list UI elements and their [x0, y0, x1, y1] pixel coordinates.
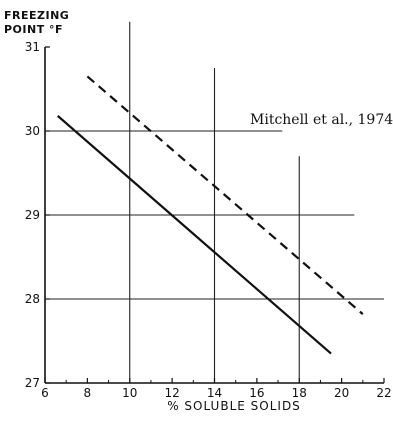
grid	[45, 21, 384, 383]
x-tick-label-22: 22	[376, 386, 391, 400]
y-axis-label-line2: POINT °F	[4, 23, 64, 36]
y-tick-label-29: 29	[25, 208, 40, 222]
citation-annotation: Mitchell et al., 1974	[250, 112, 393, 128]
series-line-solid	[56, 115, 332, 355]
y-tick-label-31: 31	[25, 40, 40, 54]
series-line-dashed	[86, 75, 364, 315]
series	[56, 75, 364, 355]
y-tick-label-27: 27	[25, 376, 40, 390]
x-tick-label-12: 12	[164, 386, 179, 400]
x-tick-label-10: 10	[122, 386, 137, 400]
y-tick-label-30: 30	[25, 124, 40, 138]
y-axis-label-line1: FREEZING	[4, 9, 70, 22]
y-tick-label-28: 28	[25, 292, 40, 306]
x-tick-label-18: 18	[292, 386, 307, 400]
x-tick-label-20: 20	[334, 386, 349, 400]
x-tick-label-8: 8	[84, 386, 92, 400]
x-tick-label-16: 16	[249, 386, 264, 400]
x-tick-label-6: 6	[41, 386, 49, 400]
ticks: 6 8 10 12 14 16 18 20 22 27 28 29 30 31	[25, 40, 392, 400]
x-tick-label-14: 14	[207, 386, 222, 400]
x-axis-label: % SOLUBLE SOLIDS	[167, 399, 301, 413]
